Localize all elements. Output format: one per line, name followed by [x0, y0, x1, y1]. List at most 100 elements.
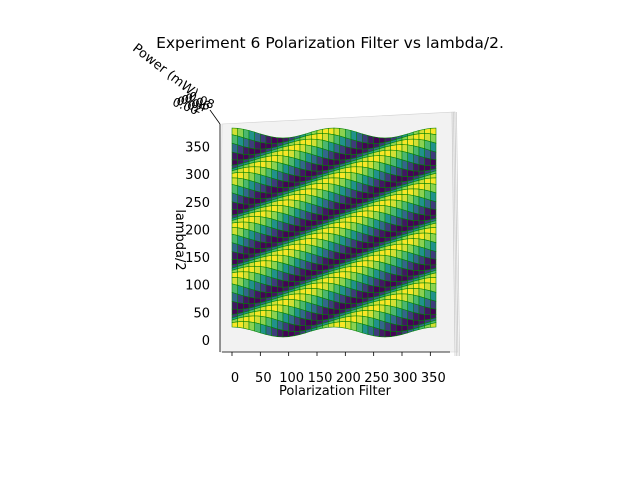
surface-cell	[350, 139, 357, 150]
surface-cell	[265, 255, 272, 262]
surface-cell	[401, 288, 408, 295]
surface-cell	[237, 293, 244, 304]
surface-cell	[418, 255, 425, 266]
surface-cell	[418, 155, 425, 166]
surface-cell	[345, 266, 352, 273]
surface-cell	[384, 329, 391, 338]
y-tick-label: 0	[202, 334, 210, 349]
surface-cell	[345, 286, 352, 298]
surface-cell	[362, 133, 369, 144]
surface-cell	[345, 137, 352, 149]
surface-cell	[379, 319, 386, 331]
surface-cell	[294, 274, 301, 282]
surface-cell	[277, 150, 284, 157]
surface-cell	[413, 133, 420, 140]
surface-cell	[430, 307, 437, 316]
surface-cell	[384, 321, 391, 332]
surface-cell	[243, 146, 250, 155]
surface-cell	[384, 221, 391, 233]
surface-cell	[418, 133, 425, 141]
surface-cell	[288, 173, 295, 183]
surface-cell	[277, 299, 284, 306]
surface-cell	[237, 271, 244, 279]
surface-cell	[390, 223, 397, 233]
surface-cell	[328, 299, 335, 310]
surface-cell	[373, 177, 380, 188]
surface-cell	[288, 223, 295, 233]
surface-cell	[237, 171, 244, 180]
surface-cell	[322, 157, 329, 166]
surface-cell	[424, 227, 431, 234]
surface-cell	[265, 284, 272, 294]
x-tick-label: 100	[279, 371, 304, 386]
surface-cell	[390, 330, 397, 338]
surface-cell	[248, 139, 255, 150]
surface-cell	[231, 242, 238, 254]
surface-cell	[299, 308, 306, 320]
surface-cell	[277, 278, 284, 288]
surface-cell	[430, 208, 437, 216]
surface-cell	[311, 282, 318, 289]
surface-cell	[339, 144, 346, 155]
surface-cell	[282, 172, 289, 183]
surface-cell	[260, 183, 267, 194]
surface-cell	[418, 263, 425, 271]
surface-cell	[265, 184, 272, 194]
surface-cell	[254, 310, 261, 317]
surface-cell	[288, 323, 295, 332]
surface-cell	[362, 183, 369, 194]
surface-cell	[356, 281, 363, 292]
surface-cell	[288, 330, 295, 338]
surface-cell	[231, 321, 238, 328]
surface-cell	[299, 317, 306, 327]
surface-cell	[413, 183, 420, 190]
y-tick-label: 350	[185, 141, 210, 156]
surface-cell	[299, 218, 306, 227]
surface-cell	[373, 326, 380, 338]
surface-cell	[373, 235, 380, 244]
surface-cell	[379, 179, 386, 189]
surface-cell	[424, 247, 431, 259]
surface-cell	[322, 227, 329, 234]
surface-cell	[345, 146, 352, 155]
surface-cell	[373, 254, 380, 263]
surface-cell	[254, 210, 261, 217]
surface-cell	[339, 202, 346, 211]
surface-cell	[345, 236, 352, 248]
surface-cell	[367, 234, 374, 244]
surface-cell	[418, 304, 425, 315]
surface-cell	[345, 187, 352, 198]
surface-cell	[339, 252, 346, 260]
surface-cell	[413, 162, 420, 172]
surface-cell	[237, 302, 244, 310]
surface-cell	[430, 249, 437, 260]
surface-cell	[294, 216, 301, 227]
surface-cell	[265, 234, 272, 244]
surface-cell	[367, 275, 374, 287]
surface-cell	[401, 139, 408, 146]
surface-cell	[390, 273, 397, 282]
surface-cell	[401, 209, 408, 221]
surface-cell	[271, 254, 278, 263]
surface-cell	[243, 166, 250, 173]
surface-cell	[294, 166, 301, 177]
surface-cell	[254, 231, 261, 243]
surface-cell	[345, 216, 352, 223]
pane-gridline	[453, 111, 457, 357]
surface-cell	[271, 186, 278, 194]
surface-cell	[333, 142, 340, 154]
surface-cell	[350, 315, 357, 323]
surface-cell	[288, 164, 295, 176]
surface-cell	[367, 176, 374, 187]
surface-cell	[271, 277, 278, 288]
surface-cell	[407, 260, 414, 271]
surface-cell	[424, 148, 431, 160]
surface-cell	[407, 161, 414, 172]
surface-cell	[248, 197, 255, 205]
surface-cell	[248, 288, 255, 299]
surface-cell	[356, 231, 363, 243]
surface-cell	[367, 225, 374, 237]
surface-cell	[390, 244, 397, 251]
surface-cell	[362, 233, 369, 244]
